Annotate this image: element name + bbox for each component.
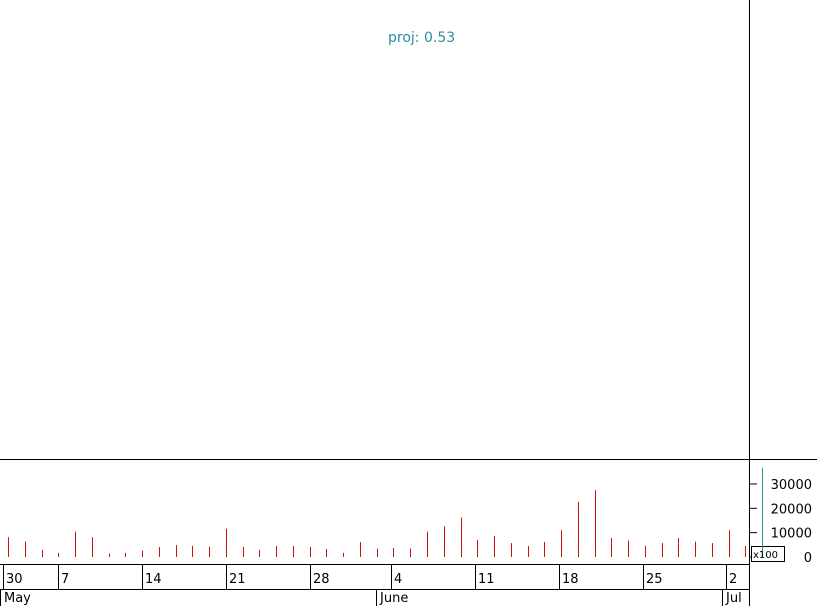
volume-tick-label: 20000: [771, 502, 812, 517]
day-tick-label: 11: [478, 572, 495, 587]
volume-tick-label: 10000: [771, 527, 812, 542]
volume-tick-label: 30000: [771, 478, 812, 493]
day-tick-label: 21: [229, 572, 246, 587]
volume-unit-label: x100: [753, 550, 778, 561]
month-label: June: [379, 591, 408, 606]
volume-layer: [8, 467, 763, 557]
day-tick-label: 25: [646, 572, 663, 587]
day-tick-label: 18: [562, 572, 579, 587]
volume-unit-box: [751, 546, 785, 562]
annotation-layer: proj: 0.53: [388, 30, 455, 46]
day-tick-label: 28: [313, 572, 330, 587]
month-label: Jul: [725, 591, 742, 606]
day-tick-label: 30: [6, 572, 23, 587]
projection-label: proj: 0.53: [388, 30, 455, 46]
day-tick-label: 14: [145, 572, 162, 587]
day-tick-label: 4: [394, 572, 402, 587]
day-tick-label: 7: [61, 572, 69, 587]
axis-labels-layer: 0.550.500.450.400.353000020000100000x100…: [4, 478, 812, 606]
day-tick-label: 2: [729, 572, 737, 587]
month-label: May: [4, 591, 31, 606]
volume-tick-label: 0: [804, 551, 812, 566]
